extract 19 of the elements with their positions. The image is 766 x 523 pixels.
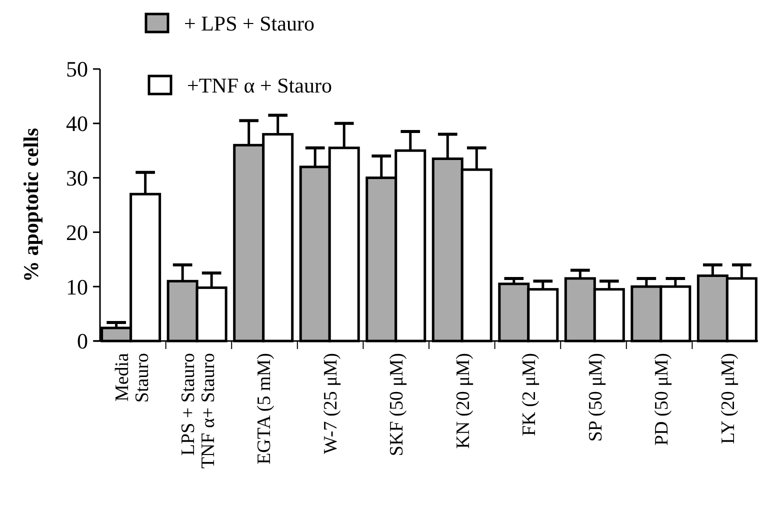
y-tick-label: 0 bbox=[77, 328, 88, 354]
x-tick-label: W-7 (25 μM) bbox=[320, 353, 342, 454]
x-tick-label: Media Stauro bbox=[112, 352, 153, 403]
y-tick-label: 40 bbox=[66, 111, 88, 136]
y-axis-title: % apoptotic cells bbox=[19, 128, 43, 282]
legend-label: +TNF α + Stauro bbox=[187, 73, 332, 98]
x-tick-label: LPS + Stauro TNF α+ Stauro bbox=[178, 353, 220, 469]
x-tick-label: LY (20 μM) bbox=[718, 353, 739, 444]
x-tick-label: SKF (50 μM) bbox=[386, 353, 408, 456]
x-tick-label: EGTA (5 mM) bbox=[254, 353, 275, 464]
x-tick-label: FK (2 μM) bbox=[519, 353, 540, 436]
x-tick-label: KN (20 μM) bbox=[452, 353, 474, 449]
y-tick-label: 10 bbox=[66, 274, 88, 300]
legend-label: + LPS + Stauro bbox=[184, 11, 314, 36]
y-tick-label: 50 bbox=[66, 56, 88, 82]
x-tick-label: SP (50 μM) bbox=[585, 353, 606, 442]
x-tick-label: PD (50 μM) bbox=[652, 353, 673, 446]
y-tick-label: 30 bbox=[66, 166, 88, 190]
y-tick-label: 20 bbox=[66, 220, 88, 245]
